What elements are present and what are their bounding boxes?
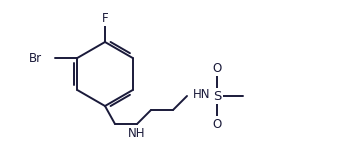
Text: Br: Br — [29, 51, 42, 65]
Text: F: F — [102, 12, 108, 24]
Text: O: O — [212, 118, 222, 130]
Text: O: O — [212, 61, 222, 75]
Text: S: S — [213, 89, 221, 103]
Text: NH: NH — [128, 127, 146, 140]
Text: HN: HN — [193, 87, 211, 101]
